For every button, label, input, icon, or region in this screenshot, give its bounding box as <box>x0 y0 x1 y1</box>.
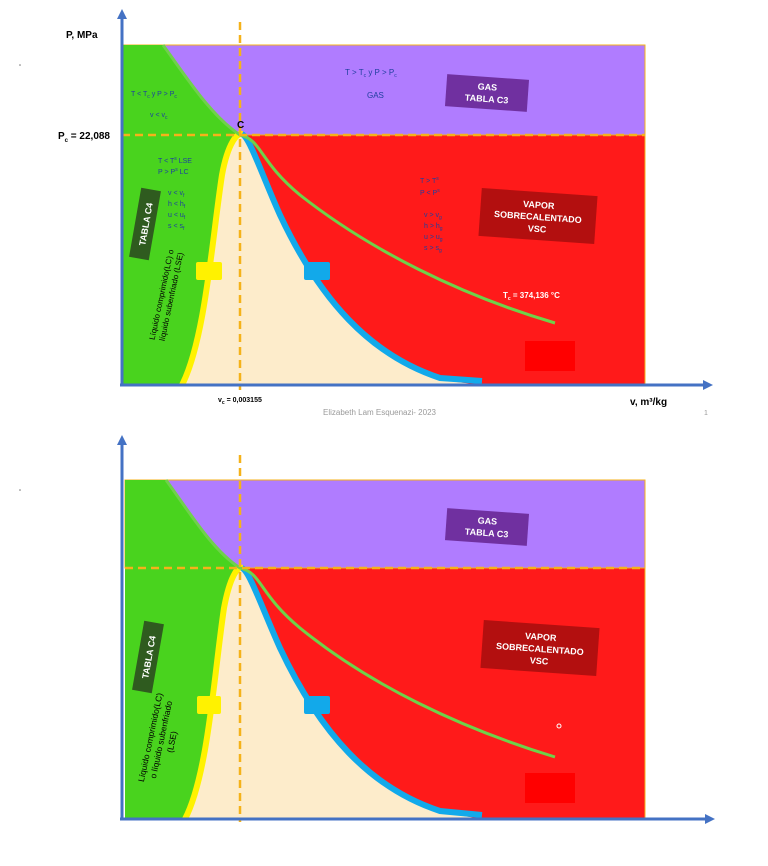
liquid-table-tag: TABLA C4 <box>129 187 161 261</box>
critical-isotherm-2 <box>164 479 556 759</box>
svg-text:GAS: GAS <box>477 515 497 526</box>
page-number: 1 <box>704 410 708 417</box>
vapor-table-tag: VAPOR SOBRECALENTADO VSC <box>478 188 598 244</box>
svg-text:VSC: VSC <box>528 223 548 234</box>
gas-table-tag-2: GAS TABLA C3 <box>444 508 530 546</box>
gas-table-tag: GAS TABLA C3 <box>444 74 530 112</box>
svg-text:TABLA C3: TABLA C3 <box>465 92 509 105</box>
liquid-prop-item: u < uf <box>168 212 186 221</box>
footer-author: Elizabeth Lam Esquenazi- 2023 <box>323 408 437 417</box>
two-phase-dome <box>182 133 482 385</box>
vapor-prop-item: s > sg <box>424 245 442 254</box>
liquid-props: v < vf h < hf u < uf s < sf <box>168 190 186 232</box>
saturated-vapor-line <box>240 131 483 384</box>
liquid-table-tag-2: TABLA C4 <box>132 620 164 694</box>
vc-label: vc = 0,003155 <box>218 397 262 406</box>
liquid-prop-item: s < sf <box>168 223 185 232</box>
svg-text:VAPOR: VAPOR <box>525 631 557 643</box>
vapor-cond-2: P < Ps <box>420 188 440 197</box>
yellow-marker-2 <box>197 696 221 714</box>
liquid-prop-item: h < hf <box>168 201 186 210</box>
blue-marker <box>304 262 330 280</box>
svg-text:(LSE): (LSE) <box>165 730 179 753</box>
stray-dot-2 <box>19 489 21 491</box>
saturated-liquid-line-2 <box>182 564 244 821</box>
vapor-props: v > vg h > hg u > ug s > sg <box>424 212 443 254</box>
svg-text:VAPOR: VAPOR <box>523 199 555 211</box>
critical-point-label: C <box>237 120 244 131</box>
tc-label: Tc = 374,136 °C <box>503 291 560 302</box>
gas-word: GAS <box>367 91 384 100</box>
critical-isotherm <box>161 44 556 325</box>
stray-dot <box>19 64 21 66</box>
liquid-prop-item: v < vf <box>168 190 185 199</box>
red-marker-2 <box>525 773 575 803</box>
liquid-cond-1: T < Ts LSE <box>158 156 192 165</box>
diagram-1: P, MPa v, m³/kg Pc = 22,088 vc = 0,00315… <box>19 9 713 417</box>
vapor-cond-1: T > Ts <box>420 176 439 185</box>
x-axis-label: v, m³/kg <box>630 397 667 408</box>
blue-marker-2 <box>304 696 330 714</box>
pc-label: Pc = 22,088 <box>58 131 110 144</box>
vapor-prop-item: v > vg <box>424 212 442 221</box>
two-phase-dome-2 <box>185 567 482 819</box>
svg-text:TABLA C3: TABLA C3 <box>465 526 509 539</box>
vapor-table-tag-2: VAPOR SOBRECALENTADO VSC <box>480 620 600 676</box>
saturated-liquid-line <box>179 130 244 387</box>
vapor-prop-item: u > ug <box>424 234 443 243</box>
red-marker <box>525 341 575 371</box>
svg-text:GAS: GAS <box>477 81 497 92</box>
liquid-cond-2: P > Ps LC <box>158 167 189 176</box>
yellow-marker <box>196 262 222 280</box>
svg-text:VSC: VSC <box>530 655 550 666</box>
liquid-top-condition: T < Tc y P > Pc <box>131 91 177 100</box>
liquid-top-v: v < vc <box>150 112 168 121</box>
small-circle-marker <box>556 723 562 729</box>
vapor-prop-item: h > hg <box>424 223 443 232</box>
gas-condition: T > Tc y P > Pc <box>345 68 397 79</box>
saturated-vapor-line-2 <box>240 565 483 818</box>
y-axis-label: P, MPa <box>66 30 98 41</box>
diagram-2: GAS TABLA C3 TABLA C4 Líquido comprimido… <box>19 435 715 824</box>
